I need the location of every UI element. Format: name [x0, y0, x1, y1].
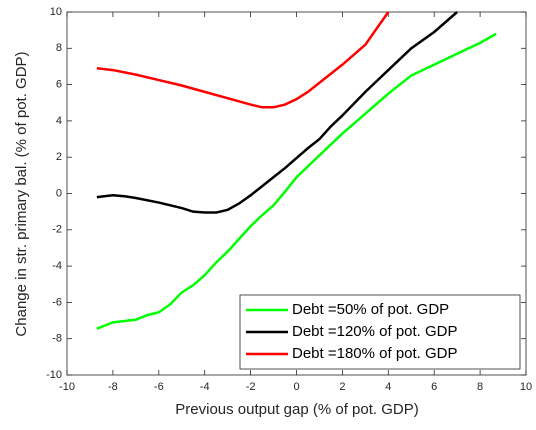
series-line	[96, 11, 458, 214]
legend-label: Debt =120% of pot. GDP	[292, 323, 458, 340]
y-tick-label: 2	[56, 151, 62, 163]
legend-label: Debt =180% of pot. GDP	[292, 345, 458, 362]
x-tick-label: 6	[431, 381, 437, 393]
x-tick-label: -6	[154, 381, 164, 393]
x-tick-label: 4	[385, 381, 391, 393]
y-tick-label: 4	[56, 115, 62, 127]
legend-label: Debt =50% of pot. GDP	[292, 301, 449, 318]
series-line	[96, 11, 390, 109]
series-line	[96, 32, 497, 330]
y-tick-label: 8	[56, 42, 62, 54]
x-tick-label: -8	[108, 381, 118, 393]
x-tick-label: 10	[520, 381, 532, 393]
y-tick-label: 10	[50, 6, 62, 18]
y-tick-label: 6	[56, 79, 62, 91]
y-axis-label: Change in str. primary bal. (% of pot. G…	[13, 51, 30, 336]
x-tick-label: 2	[339, 381, 345, 393]
x-axis-label: Previous output gap (% of pot. GDP)	[175, 401, 418, 418]
y-tick-label: -10	[46, 369, 62, 381]
y-tick-label: -8	[52, 333, 62, 345]
y-tick-label: -6	[52, 296, 62, 308]
x-tick-label: 0	[293, 381, 299, 393]
y-tick-label: 0	[56, 187, 62, 199]
x-tick-label: -10	[59, 381, 75, 393]
y-tick-label: -2	[52, 224, 62, 236]
y-tick-label: -4	[52, 260, 62, 272]
x-tick-label: 8	[477, 381, 483, 393]
x-tick-label: -2	[246, 381, 256, 393]
x-tick-label: -4	[200, 381, 210, 393]
